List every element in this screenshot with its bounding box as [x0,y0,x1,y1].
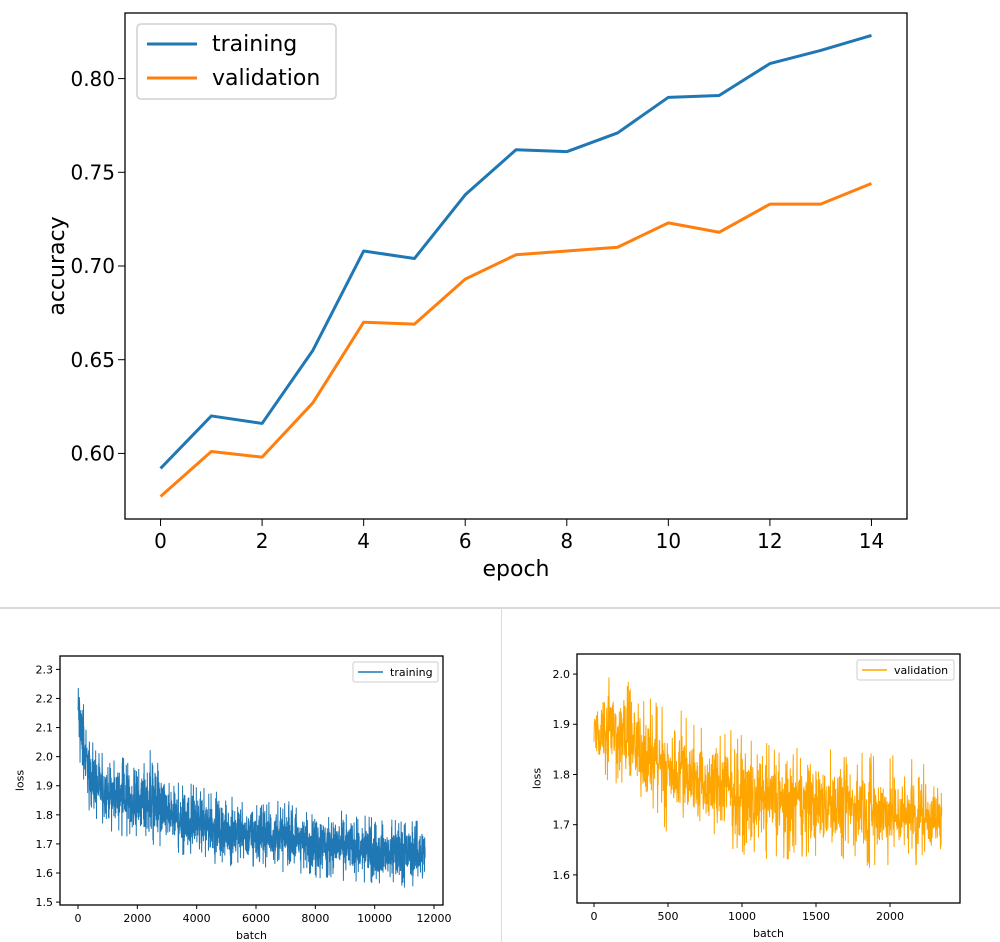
y-tick-label: 1.6 [36,867,54,880]
legend: training [352,661,439,683]
y-tick-label: 0.75 [70,160,115,184]
series-line-training [159,34,872,470]
x-tick-label: 14 [859,529,884,553]
y-tick-label: 0.65 [70,348,115,372]
x-tick-label: 6000 [242,912,270,925]
y-tick-label: 1.8 [553,768,571,781]
series-line-validation [159,182,873,498]
x-tick-label: 2000 [123,912,151,925]
y-tick-label: 2.1 [36,722,54,735]
x-tick-label: 2 [256,529,269,553]
y-tick-label: 1.8 [36,809,54,822]
x-tick-label: 8 [560,529,573,553]
series-line-validation [593,677,943,868]
legend-label-training: training [390,666,433,679]
x-axis-label: epoch [483,557,550,582]
plot-frame [59,655,444,906]
x-tick-label: 0 [154,529,167,553]
plot-frame [576,653,961,904]
legend-label-validation: validation [212,66,320,91]
section-divider-vertical [501,609,502,942]
x-tick-label: 8000 [301,912,329,925]
legend-box [856,659,955,681]
x-tick-label: 0 [75,912,82,925]
y-axis-label: accuracy [45,216,70,315]
x-tick-label: 4 [357,529,370,553]
x-axis-label: batch [236,929,267,942]
y-tick-label: 2.0 [553,668,571,681]
series-line-training [77,687,426,888]
legend-label-training: training [212,32,297,57]
x-tick-label: 12 [757,529,782,553]
x-tick-label: 0 [591,910,598,923]
y-axis-label: loss [531,768,544,790]
legend-box [352,661,439,683]
x-axis-label: batch [753,927,784,940]
section-divider-horizontal [0,607,1000,609]
y-tick-label: 2.0 [36,751,54,764]
y-tick-label: 2.2 [36,692,54,705]
y-tick-label: 1.9 [553,718,571,731]
y-tick-label: 0.60 [70,442,115,466]
legend-label-validation: validation [894,664,948,677]
y-tick-label: 1.5 [36,896,54,909]
chart-1: 0 2000 4000 6000 8000 10000 12000 1.5 1.6 1.7 1.8 1… [14,655,452,942]
legend: training validation [136,23,337,100]
legend: validation [856,659,955,681]
x-tick-label: 12000 [417,912,452,925]
chart-0: 0 2 4 6 8 10 12 14 0.60 0.65 0.70 0.75 0.80 epoch accu… [45,12,908,582]
chart-2: 0 500 1000 1500 2000 1.6 1.7 1.8 1.9 2.0 batch loss… [531,653,961,940]
x-tick-label: 2000 [876,910,904,923]
y-tick-label: 0.70 [70,254,115,278]
x-tick-label: 1500 [802,910,830,923]
y-tick-label: 1.9 [36,780,54,793]
x-tick-label: 4000 [183,912,211,925]
y-tick-label: 1.7 [36,838,54,851]
y-tick-label: 0.80 [70,67,115,91]
x-tick-label: 10000 [357,912,392,925]
y-tick-label: 1.7 [553,819,571,832]
y-tick-label: 2.3 [36,663,54,676]
x-tick-label: 500 [658,910,679,923]
y-axis-label: loss [14,770,27,792]
y-tick-label: 1.6 [553,869,571,882]
x-tick-label: 1000 [728,910,756,923]
plot-frame [124,12,908,520]
x-tick-label: 10 [656,529,681,553]
x-tick-label: 6 [459,529,472,553]
